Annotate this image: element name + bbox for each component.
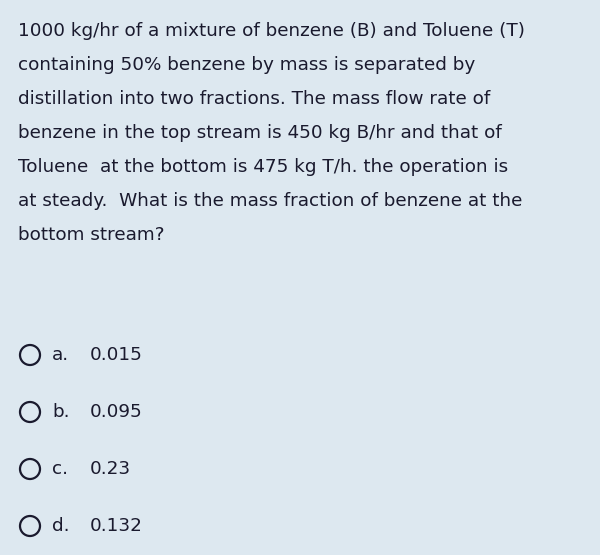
Text: c.: c. xyxy=(52,460,68,478)
Text: 0.015: 0.015 xyxy=(90,346,143,364)
Text: at steady.  What is the mass fraction of benzene at the: at steady. What is the mass fraction of … xyxy=(18,192,523,210)
Text: a.: a. xyxy=(52,346,69,364)
Text: distillation into two fractions. The mass flow rate of: distillation into two fractions. The mas… xyxy=(18,90,490,108)
Text: containing 50% benzene by mass is separated by: containing 50% benzene by mass is separa… xyxy=(18,56,475,74)
Text: Toluene  at the bottom is 475 kg T/h. the operation is: Toluene at the bottom is 475 kg T/h. the… xyxy=(18,158,508,176)
Text: 0.132: 0.132 xyxy=(90,517,143,535)
Text: 0.095: 0.095 xyxy=(90,403,143,421)
Text: bottom stream?: bottom stream? xyxy=(18,226,164,244)
Text: benzene in the top stream is 450 kg B/hr and that of: benzene in the top stream is 450 kg B/hr… xyxy=(18,124,502,142)
Text: b.: b. xyxy=(52,403,70,421)
Text: 1000 kg/hr of a mixture of benzene (B) and Toluene (T): 1000 kg/hr of a mixture of benzene (B) a… xyxy=(18,22,525,40)
Text: d.: d. xyxy=(52,517,70,535)
Text: 0.23: 0.23 xyxy=(90,460,131,478)
